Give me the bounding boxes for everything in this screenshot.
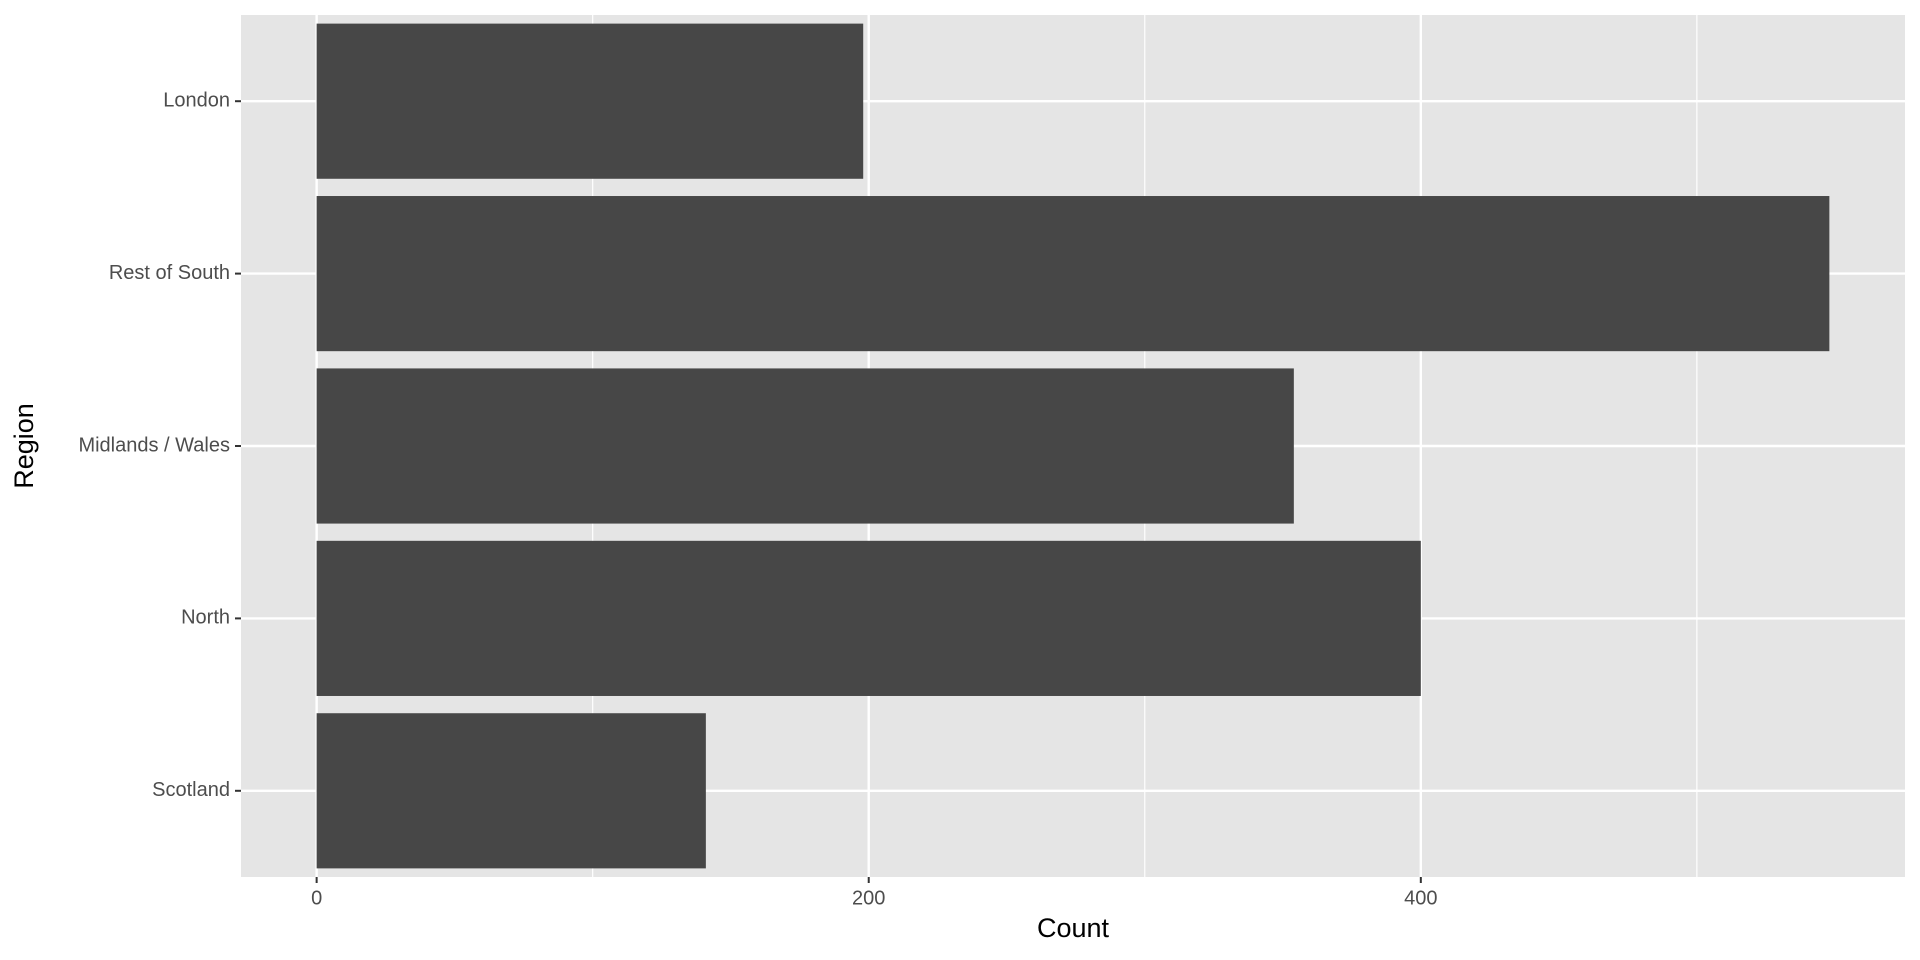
y-tick-label: Rest of South [109, 262, 230, 284]
x-tick-label: 0 [311, 887, 322, 909]
bar [316, 23, 864, 179]
x-tick-label: 400 [1404, 887, 1437, 909]
bar [316, 713, 706, 869]
x-tick-label: 200 [852, 887, 885, 909]
bar [316, 368, 1294, 524]
bar [316, 196, 1830, 352]
bar [316, 540, 1421, 696]
y-tick-label: London [163, 89, 230, 111]
y-tick-label: Midlands / Wales [78, 434, 230, 456]
y-axis-title: Region [9, 403, 39, 489]
y-tick-label: Scotland [152, 779, 230, 801]
x-axis-title: Count [1037, 913, 1110, 943]
y-tick-label: North [181, 607, 230, 629]
